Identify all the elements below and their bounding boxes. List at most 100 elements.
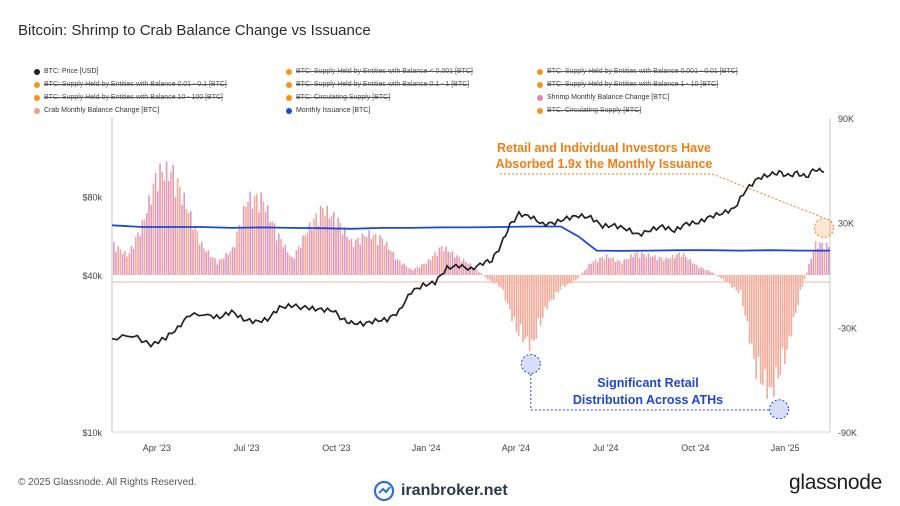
balance-bar [583,270,586,275]
balance-bar [817,248,819,275]
balance-bar [590,263,592,275]
x-axis-tick: Jul '24 [593,443,619,453]
balance-bar [293,258,295,275]
balance-bar [658,256,661,275]
x-axis-tick: Apr '24 [502,443,530,453]
balance-bar [313,219,315,275]
legend-dot-icon [537,68,543,75]
balance-bar [405,266,408,275]
legend-dot-icon [286,107,292,114]
balance-bar [572,275,575,281]
x-axis-tick: Oct '23 [322,443,350,453]
legend-item[interactable]: Shrimp Monthly Balance Change [BTC] [537,94,669,101]
balance-bar [803,275,806,280]
balance-bar [286,252,289,275]
legend-item[interactable]: BTC: Supply Held by Entities with Balanc… [286,81,469,88]
balance-bar [533,275,535,341]
balance-bar [227,254,229,275]
balance-bar [709,271,711,275]
legend-item[interactable]: BTC: Price [USD] [34,68,98,75]
balance-bar [676,254,678,275]
legend-item[interactable]: BTC: Supply Held by Entities with Balanc… [537,68,738,75]
balance-bar [330,215,333,275]
legend-item[interactable]: BTC: Supply Held by Entities with Balanc… [537,81,718,88]
balance-bar [284,244,287,275]
balance-bar [148,195,150,275]
balance-bar [183,192,185,275]
balance-bar [733,275,735,287]
balance-bar [440,245,443,275]
balance-bar [319,205,322,275]
balance-bar [737,275,740,294]
balance-bar [161,171,163,275]
legend-item[interactable]: BTC: Supply Held by Entities with Balanc… [34,81,227,88]
legend-item[interactable]: BTC: Supply Held by Entities with Balanc… [286,68,473,75]
balance-bar [273,223,276,275]
balance-bar [432,256,434,275]
balance-bar [341,234,344,275]
balance-bar [469,263,471,275]
balance-bar [130,245,133,275]
legend-item[interactable]: Crab Monthly Balance Change [BTC] [34,107,159,114]
legend-label: BTC: Circulating Supply [BTC] [547,107,642,114]
retail-annotation-line2: Absorbed 1.9x the Monthly Issuance [496,157,713,171]
balance-bar [115,252,117,275]
highlight-marker [769,399,790,420]
balance-bar [240,227,243,275]
balance-bar [528,275,531,352]
legend-label: BTC: Supply Held by Entities with Balanc… [296,68,473,75]
balance-bar [715,275,718,276]
legend-item[interactable]: Monthly Issuance [BTC] [286,107,370,114]
balance-bar [218,259,221,275]
balance-bar [423,263,425,275]
legend-dot-icon [537,107,543,114]
balance-bar [205,251,207,275]
balance-bar [799,275,801,291]
balance-bar [383,245,386,275]
balance-bar [407,268,410,275]
balance-bar [253,196,256,275]
balance-bar [612,257,614,275]
balance-bar [671,254,674,275]
balance-bar [363,235,366,275]
balance-bar [535,275,537,339]
balance-bar [524,275,526,340]
balance-bar [801,275,804,287]
balance-bar [229,251,232,275]
balance-bar [372,235,375,275]
balance-bar [418,267,421,275]
balance-bar [632,257,634,275]
balance-bar [267,205,269,275]
balance-bar [269,222,271,275]
balance-bar [478,272,480,275]
balance-bar [152,184,155,275]
balance-bar [526,275,529,337]
balance-bar [198,244,201,275]
balance-bar [394,259,397,275]
balance-bar [322,208,324,275]
balance-bar [762,275,764,386]
balance-bar [471,267,474,275]
balance-bar [126,256,128,275]
x-axis-tick: Jan '25 [771,443,800,453]
balance-bar [337,217,339,275]
balance-bar [781,275,784,348]
balance-bar [300,247,302,275]
balance-bar [242,205,245,275]
balance-bar [755,275,757,379]
balance-bar [689,259,691,275]
balance-bar [806,272,808,275]
balance-bar [757,275,760,357]
balance-bar [594,259,597,275]
balance-bar [788,275,790,336]
balance-bar [445,246,447,275]
balance-bar [777,275,779,379]
x-axis-tick: Apr '23 [143,443,171,453]
annotation-guides [500,173,825,411]
balance-bar [647,253,650,275]
balance-bar [366,236,368,275]
legend-item[interactable]: BTC: Supply Held by Entities with Balanc… [34,94,223,101]
legend-item[interactable]: BTC: Circulating Supply [BTC] [537,107,641,114]
legend-item[interactable]: BTC: Circulating Supply [BTC] [286,94,390,101]
